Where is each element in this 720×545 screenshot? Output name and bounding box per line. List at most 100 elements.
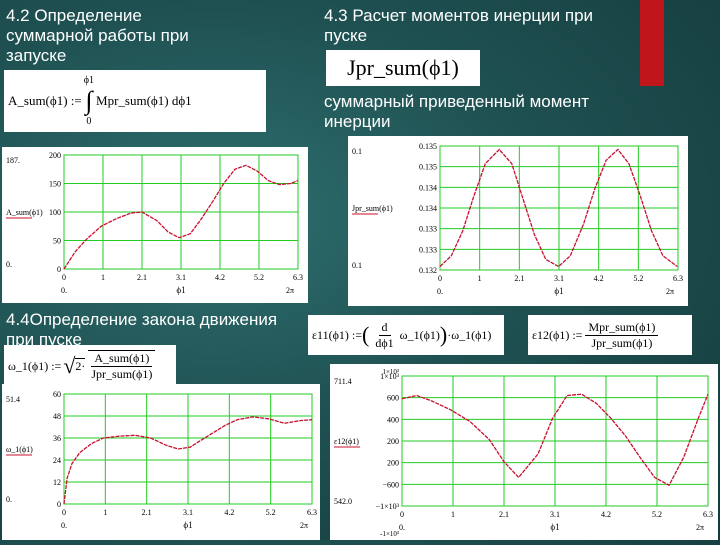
x-tick-label: 1 [478,274,482,283]
jpr-plot-panel: 0 1 2.1 3.1 4.2 5.2 6.3 0.135 0.135 0.134 0.134 0.1… [348,136,688,306]
eps12-fraction: Mpr_sum(ϕ1) Jpr_sum(ϕ1) [585,320,659,351]
y-bottom-value: 0. [6,495,12,504]
formula-coef: 2· [75,358,86,373]
y-tick-label: 0.133 [419,225,437,234]
x-range-right: 2π [696,523,704,532]
heading-line: 4.4Определение закона движения [6,310,278,329]
eps11-formula: ε11(ϕ1) := ( d dϕ1 ω_1(ϕ1) ) ·ω_1(ϕ1) [308,315,504,355]
x-tick-label: 0 [400,510,404,519]
y-tick-label: 150 [49,180,61,189]
y-tick-label: 1×10³ [380,372,400,381]
derivative-d: d [378,320,391,336]
eps12-formula: ε12(ϕ1) := Mpr_sum(ϕ1) Jpr_sum(ϕ1) [528,315,692,355]
y-tick-label: 0.132 [419,266,437,275]
x-range-left: 0. [399,523,405,532]
accent-bar [640,0,664,86]
a-sum-chart: 0 1 2.1 3.1 4.2 5.2 6.3 200 150 100 50 0 187. A_sum(ϕ… [6,151,303,295]
y-tick-label: 200 [49,151,61,160]
y-tick-label: 0.135 [419,142,437,151]
y-tick-label: −1×10³ [376,502,400,511]
y-tick-label: 0.133 [419,245,437,254]
x-tick-label: 5.2 [266,508,276,517]
y-tick-label: 0 [57,500,61,509]
y-top-value: 51.4 [6,395,20,404]
derivative-dphi: dϕ1 [375,335,394,350]
y-tick-label: 200 [387,459,399,468]
y-top-value: 0.1 [352,147,362,156]
paren-open: ( [362,322,370,347]
x-range-right: 2π [300,521,308,530]
y-bottom-value: 0. [6,260,12,269]
derivative: d dϕ1 [372,320,396,351]
y-tick-label: 36 [53,434,61,443]
x-tick-label: 3.1 [554,274,564,283]
x-tick-label: 3.1 [550,510,560,519]
section-42-heading: 4.2 Определение суммарной работы при зап… [6,6,266,66]
data-series-line [63,164,299,270]
x-tick-label: 3.1 [183,508,193,517]
jpr-title: Jpr_sum(ϕ1) [347,55,459,80]
integral-upper: ϕ1 [83,75,95,86]
x-axis-name: ϕ1 [550,522,559,532]
fraction-denominator: Jpr_sum(ϕ1) [91,367,153,381]
y-bottom-value: 542.0 [334,497,352,506]
y-tick-label: 24 [53,456,61,465]
series-name-label: ε12(ϕ1) [334,437,359,446]
series-name-label: A_sum(ϕ1) [6,208,43,217]
omega-formula: ω_1(ϕ1) := √ 2· A_sum(ϕ1) Jpr_sum(ϕ1) [4,345,176,387]
formula-tail: ·ω_1(ϕ1) [447,327,492,342]
x-tick-label: 6.3 [703,510,713,519]
section-43-heading: 4.3 Расчет моментов инерции при пуске [324,6,654,46]
x-tick-label: 0 [62,508,66,517]
x-range-right: 2π [286,286,294,295]
x-tick-label: 0 [438,274,442,283]
x-tick-label: 1 [103,508,107,517]
x-tick-label: 2.1 [514,274,524,283]
data-series-line [401,393,709,487]
x-tick-label: 4.2 [594,274,604,283]
x-range-left: 0. [437,287,443,296]
data-series-line [439,148,678,268]
formula-mid: ω_1(ϕ1) [399,327,440,342]
heading-line: пуске [324,26,368,45]
formula-body: Mpr_sum(ϕ1) dϕ1 [96,93,192,108]
x-axis-name: ϕ1 [176,285,185,295]
y-tick-label: 600 [387,394,399,403]
jpr-title-box: Jpr_sum(ϕ1) [326,50,480,86]
fraction-numerator: A_sum(ϕ1) [91,351,153,367]
x-tick-label: 2.1 [499,510,509,519]
x-tick-label: 2.1 [142,508,152,517]
y-top-value: 711.4 [334,377,352,386]
x-range-left: 0. [61,521,67,530]
heading-line: при пуске [6,330,82,349]
y-tick-label: −600 [382,480,399,489]
x-tick-label: 6.3 [307,508,317,517]
y-tick-label: 200 [387,437,399,446]
x-tick-label: 1 [451,510,455,519]
x-tick-label: 1 [101,273,105,282]
x-axis-name: ϕ1 [554,286,563,296]
y-tick-label: 0.134 [419,204,437,213]
y-top-value: 187. [6,156,20,165]
y-tick-label: 100 [49,208,61,217]
x-tick-label: 6.3 [293,273,303,282]
heading-line: суммарной работы при [6,26,189,45]
omega-fraction: A_sum(ϕ1) Jpr_sum(ϕ1) [88,350,156,382]
x-tick-label: 4.2 [215,273,225,282]
series-name-label: Jpr_sum(ϕ1) [352,204,393,213]
x-tick-label: 4.2 [601,510,611,519]
x-tick-label: 5.2 [254,273,264,282]
y-top-exponent: 1×10³ [382,368,399,376]
x-tick-label: 5.2 [652,510,662,519]
x-tick-label: 3.1 [176,273,186,282]
y-bottom-exponent: -1×10³ [380,530,399,538]
formula-lhs: ε11(ϕ1) := [312,327,363,342]
formula-lhs: ω_1(ϕ1) := [8,358,62,373]
x-tick-label: 0 [62,273,66,282]
y-tick-label: 400 [387,415,399,424]
x-tick-label: 5.2 [633,274,643,283]
fraction-denominator: Jpr_sum(ϕ1) [591,335,653,350]
eps12-chart: 0 1 2.1 3.1 4.2 5.2 6.3 1×10³ 600 400 200 200 −600 −1… [334,368,713,538]
formula-lhs: A_sum(ϕ1) := [8,93,82,108]
integral-lower: 0 [86,116,92,127]
